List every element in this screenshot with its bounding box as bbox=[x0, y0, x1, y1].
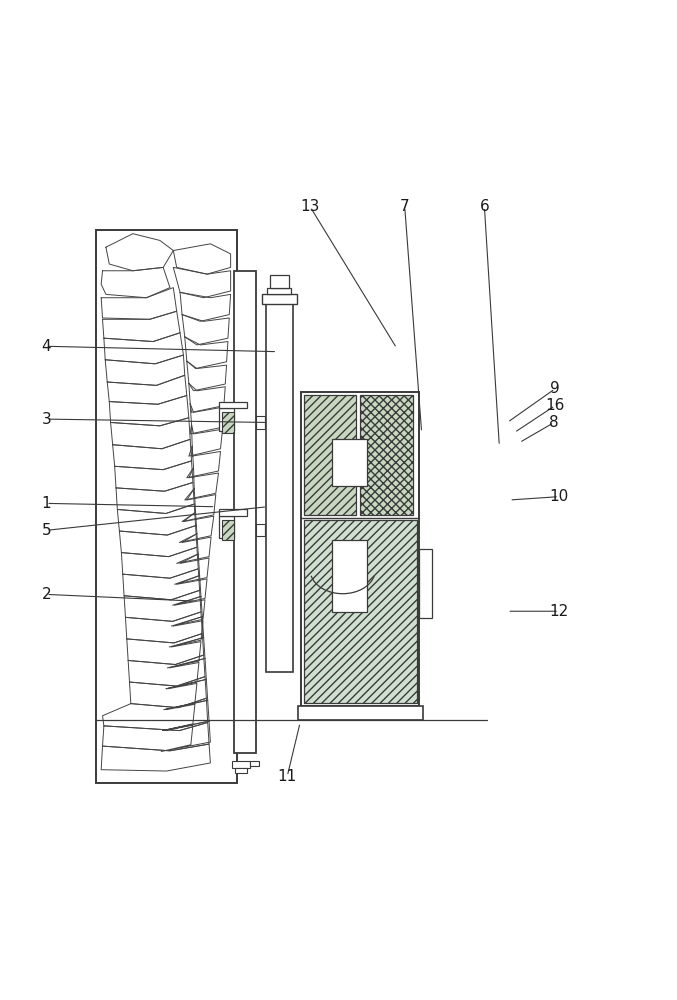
Bar bbox=[332, 540, 368, 612]
Bar bbox=[298, 706, 422, 720]
Text: 11: 11 bbox=[278, 769, 297, 784]
Bar bbox=[219, 509, 248, 516]
Bar bbox=[222, 412, 234, 433]
Bar bbox=[232, 761, 250, 768]
Text: 10: 10 bbox=[550, 489, 569, 504]
Bar bbox=[256, 416, 265, 429]
Bar bbox=[219, 516, 234, 538]
Bar bbox=[304, 395, 356, 515]
Text: 3: 3 bbox=[41, 412, 51, 427]
Text: 8: 8 bbox=[549, 415, 559, 430]
Bar bbox=[420, 549, 431, 618]
Text: 2: 2 bbox=[41, 587, 51, 602]
Bar bbox=[332, 439, 368, 486]
Bar bbox=[219, 408, 234, 431]
Bar bbox=[95, 230, 238, 783]
Bar bbox=[256, 524, 265, 536]
Bar bbox=[265, 526, 269, 534]
Text: 13: 13 bbox=[301, 199, 320, 214]
Text: 6: 6 bbox=[479, 199, 489, 214]
Bar bbox=[222, 520, 234, 540]
Bar bbox=[235, 768, 247, 773]
Text: 5: 5 bbox=[41, 523, 51, 538]
Bar bbox=[219, 402, 248, 408]
Text: 4: 4 bbox=[41, 339, 51, 354]
Bar bbox=[265, 304, 292, 672]
Bar bbox=[269, 275, 288, 288]
Bar bbox=[234, 271, 256, 753]
Bar bbox=[261, 294, 297, 304]
Text: 16: 16 bbox=[546, 398, 565, 413]
Bar bbox=[250, 761, 259, 766]
Text: 1: 1 bbox=[41, 496, 51, 511]
Text: 12: 12 bbox=[550, 604, 569, 619]
Text: 7: 7 bbox=[400, 199, 410, 214]
Bar bbox=[267, 288, 291, 294]
Bar bbox=[304, 520, 417, 703]
Bar bbox=[360, 395, 413, 515]
Bar bbox=[265, 418, 269, 427]
Text: 9: 9 bbox=[550, 381, 560, 396]
Bar bbox=[301, 392, 420, 706]
